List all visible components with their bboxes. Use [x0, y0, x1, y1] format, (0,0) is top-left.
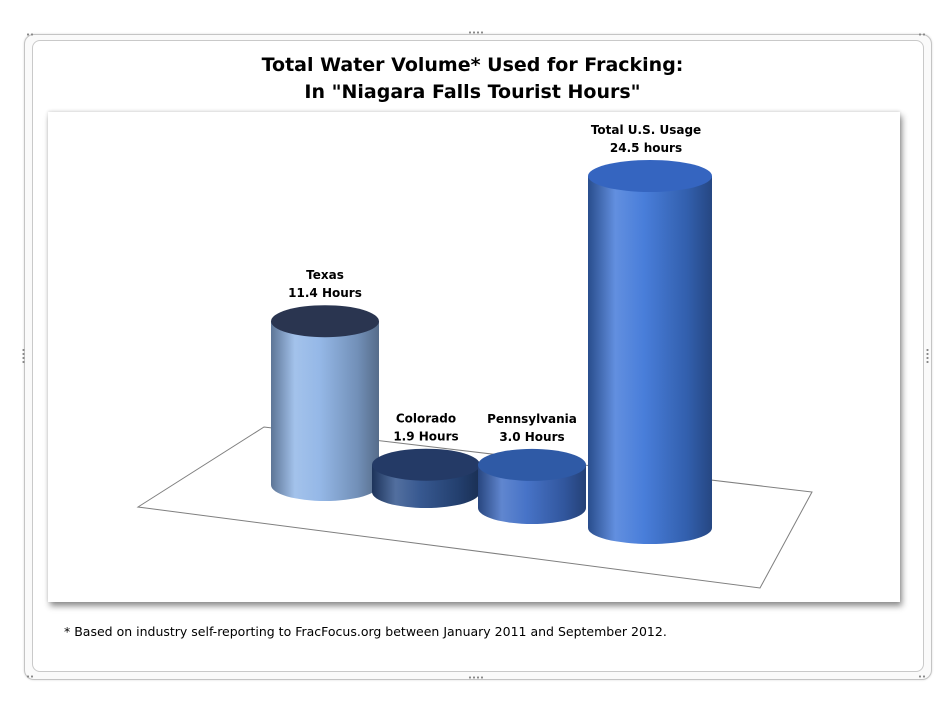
data-label-texas-name: Texas	[306, 268, 344, 282]
right-resize-handle[interactable]	[925, 348, 930, 364]
bar-total-u-s-usage	[588, 160, 712, 544]
bar-total-u-s-usage-body	[588, 176, 712, 544]
data-label-colorado-value: 1.9 Hours	[393, 430, 458, 444]
data-label-pennsylvania-name: Pennsylvania	[487, 412, 577, 426]
bottom-left-resize-handle[interactable]	[26, 674, 34, 679]
bar-colorado-top	[372, 448, 480, 481]
bottom-resize-handle[interactable]	[468, 675, 484, 680]
footnote: * Based on industry self-reporting to Fr…	[64, 624, 667, 639]
data-label-total-u-s-usage-value: 24.5 hours	[610, 141, 682, 155]
bar-pennsylvania-body	[478, 464, 586, 524]
chart-title-line-2: In "Niagara Falls Tourist Hours"	[304, 81, 641, 103]
bar-colorado	[372, 448, 480, 508]
data-label-total-u-s-usage-name: Total U.S. Usage	[591, 123, 701, 137]
bar-texas-top	[271, 305, 379, 338]
left-resize-handle[interactable]	[21, 348, 26, 364]
top-left-resize-handle[interactable]	[26, 32, 34, 37]
bar-texas	[271, 305, 379, 501]
data-label-texas-value: 11.4 Hours	[288, 286, 362, 300]
chart-title: Total Water Volume* Used for Fracking: I…	[0, 52, 945, 106]
top-resize-handle[interactable]	[468, 30, 484, 35]
bar-total-u-s-usage-top	[588, 160, 712, 192]
chart-title-line-1: Total Water Volume* Used for Fracking:	[261, 54, 684, 76]
data-label-pennsylvania-value: 3.0 Hours	[499, 430, 564, 444]
bar-pennsylvania-top	[478, 448, 586, 481]
bar-texas-body	[271, 321, 379, 501]
bar-pennsylvania	[478, 448, 586, 524]
top-right-resize-handle[interactable]	[918, 32, 926, 37]
bottom-right-resize-handle[interactable]	[918, 674, 926, 679]
data-label-colorado-name: Colorado	[396, 412, 456, 426]
